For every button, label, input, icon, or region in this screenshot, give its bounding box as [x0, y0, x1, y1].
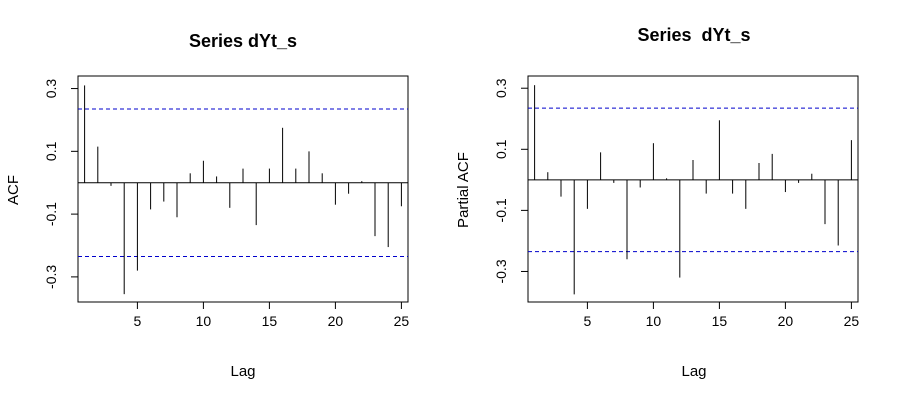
acf-y-axis-label: ACF: [5, 175, 22, 205]
pacf-y-tick-label: 0.1: [493, 139, 509, 159]
pacf-x-tick-label: 20: [778, 313, 794, 329]
acf-y-tick-label: 0.1: [43, 141, 59, 161]
acf-x-tick-label: 5: [134, 313, 142, 329]
pacf-y-tick-label: -0.3: [493, 259, 509, 283]
acf-chart-title: Series dYt_s: [189, 31, 297, 51]
acf-y-tick-label: -0.3: [43, 265, 59, 289]
acf-x-tick-label: 10: [196, 313, 212, 329]
pacf-x-axis-label: Lag: [681, 363, 706, 380]
pacf-panel: Series dYt_s Lag Partial ACF 5 10 15 20 25 -0…: [455, 25, 859, 380]
acf-x-axis-label: Lag: [230, 363, 255, 380]
acf-x-tick-label: 25: [394, 313, 410, 329]
pacf-y-axis-label: Partial ACF: [455, 152, 472, 228]
pacf-y-tick-label: -0.1: [493, 198, 509, 222]
pacf-x-tick-label: 15: [712, 313, 728, 329]
pacf-chart-title: Series dYt_s: [637, 25, 750, 45]
pacf-x-tick-label: 10: [646, 313, 662, 329]
acf-y-tick-label: 0.3: [43, 79, 59, 99]
pacf-y-tick-label: 0.3: [493, 78, 509, 98]
acf-y-tick-label: -0.1: [43, 202, 59, 226]
acf-plot-frame: [77, 75, 409, 303]
acf-x-tick-label: 20: [328, 313, 344, 329]
pacf-x-tick-label: 5: [584, 313, 592, 329]
pacf-plot-frame: [527, 75, 859, 303]
acf-x-tick-label: 15: [262, 313, 278, 329]
acf-panel: Series dYt_s Lag ACF 5 10 15 20 25 -0.3 -0.1 0.…: [5, 31, 409, 380]
pacf-x-tick-label: 25: [844, 313, 860, 329]
